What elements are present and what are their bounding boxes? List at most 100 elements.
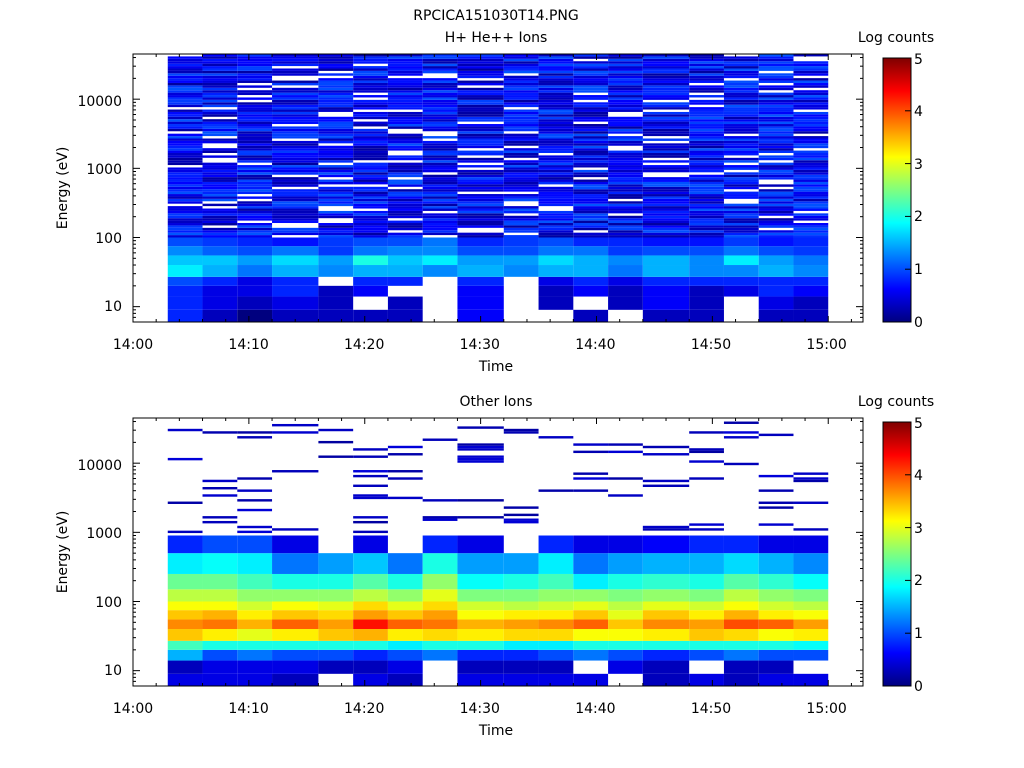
heatmap-cell [793, 61, 829, 64]
heatmap-cell [387, 215, 423, 219]
heatmap-cell [793, 160, 829, 163]
heatmap-cell [237, 165, 273, 168]
heatmap-cell [272, 104, 319, 108]
heatmap-cell [608, 450, 643, 454]
heatmap-cell [457, 152, 504, 156]
heatmap-cell [723, 167, 759, 170]
heatmap-cell [793, 78, 829, 81]
heatmap-cell [793, 90, 829, 93]
heatmap-cell [723, 213, 759, 216]
heatmap-cell [608, 235, 643, 238]
heatmap-cell [573, 138, 609, 141]
heatmap-cell [538, 573, 574, 590]
heatmap-cell [353, 516, 388, 519]
heatmap-cell [573, 489, 609, 492]
heatmap-cell [793, 194, 829, 197]
heatmap-cell [353, 181, 388, 185]
heatmap-cell [503, 109, 539, 112]
heatmap-cell [318, 131, 354, 134]
heatmap-cell [642, 276, 690, 286]
heatmap-cell [237, 169, 273, 173]
heatmap-cell [642, 68, 690, 71]
heatmap-cell [689, 162, 724, 166]
heatmap-cell [353, 530, 388, 534]
heatmap-cell [723, 535, 759, 554]
heatmap-cell [353, 218, 388, 221]
heatmap-cell [272, 309, 319, 322]
heatmap-cell [758, 61, 794, 64]
heatmap-cell [353, 75, 388, 79]
heatmap-cell [793, 218, 829, 221]
heatmap-cell [608, 265, 643, 277]
heatmap-cell [758, 126, 794, 129]
heatmap-cell [353, 66, 388, 69]
heatmap-cell [758, 73, 794, 76]
heatmap-cell [318, 610, 354, 620]
heatmap-cell [608, 58, 643, 62]
heatmap-cell [538, 92, 574, 96]
heatmap-cell [202, 194, 238, 197]
heatmap-cell [387, 220, 423, 224]
heatmap-cell [723, 136, 759, 139]
heatmap-cell [573, 206, 609, 209]
heatmap-cell [237, 535, 273, 554]
heatmap-cell [793, 131, 829, 134]
heatmap-cell [538, 114, 574, 117]
heatmap-cell [202, 218, 238, 221]
heatmap-cell [538, 155, 574, 158]
heatmap-cell [538, 177, 574, 180]
heatmap-cell [608, 75, 643, 79]
heatmap-cell [457, 80, 504, 83]
heatmap-cell [573, 255, 609, 266]
heatmap-cell [422, 179, 458, 182]
heatmap-cell [272, 218, 319, 221]
heatmap-cell [538, 169, 574, 173]
heatmap-cell [689, 119, 724, 122]
heatmap-cell [422, 194, 458, 197]
heatmap-cell [689, 208, 724, 211]
heatmap-cell [689, 198, 724, 202]
heatmap-cell [422, 573, 458, 590]
heatmap-cell [642, 160, 690, 163]
heatmap-cell [272, 535, 319, 554]
heatmap-cell [387, 206, 423, 209]
heatmap-cell [202, 553, 238, 574]
heatmap-cell [272, 181, 319, 185]
heatmap-cell [573, 265, 609, 277]
heatmap-cell [503, 184, 539, 187]
heatmap-cell [642, 285, 690, 297]
heatmap-cell [167, 140, 203, 144]
heatmap-cell [642, 225, 690, 228]
heatmap-cell [457, 87, 504, 91]
plot-frame [132, 53, 864, 323]
heatmap-cell [689, 196, 724, 199]
heatmap-cell [237, 131, 273, 134]
heatmap-cell [457, 285, 504, 297]
heatmap-cell [503, 181, 539, 185]
heatmap-cell [608, 189, 643, 192]
heatmap-cell [422, 126, 458, 129]
heatmap-cell [573, 131, 609, 134]
heatmap-cell [387, 265, 423, 277]
heatmap-cell [689, 124, 724, 127]
heatmap-cell [503, 235, 539, 238]
heatmap-cell [573, 75, 609, 79]
heatmap-cell [503, 227, 539, 231]
heatmap-cell [167, 121, 203, 125]
heatmap-cell [608, 63, 643, 67]
heatmap-cell [387, 235, 423, 238]
heatmap-cell [723, 116, 759, 120]
heatmap-cell [167, 457, 203, 461]
heatmap-cell [318, 210, 354, 214]
heatmap-cell [573, 152, 609, 156]
heatmap-cell [503, 169, 539, 173]
heatmap-cell [723, 97, 759, 100]
heatmap-cell [758, 162, 794, 166]
heatmap-cell [422, 116, 458, 120]
heatmap-cell [573, 276, 609, 286]
heatmap-cell [608, 255, 643, 266]
heatmap-cell [353, 73, 388, 76]
heatmap-cell [689, 181, 724, 185]
heatmap-cell [353, 210, 388, 214]
heatmap-cell [457, 126, 504, 129]
